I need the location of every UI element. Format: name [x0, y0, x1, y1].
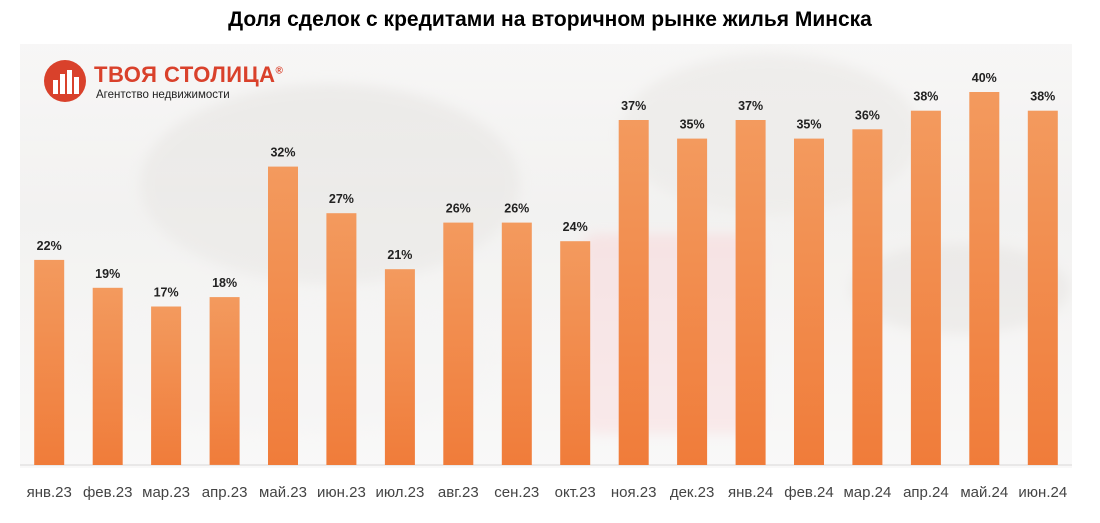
x-tick-label-май.23: май.23	[259, 484, 307, 501]
brand-name: ТВОЯ СТОЛИЦА®	[94, 62, 284, 87]
data-label-фев.24: 35%	[796, 118, 821, 132]
bar-июн.24	[1027, 110, 1058, 465]
data-label-ноя.23: 37%	[621, 99, 646, 113]
x-tick-label-фев.23: фев.23	[83, 484, 133, 501]
x-tick-label-янв.24: янв.24	[728, 484, 773, 501]
data-label-янв.23: 22%	[37, 239, 62, 253]
data-label-сен.23: 26%	[504, 202, 529, 216]
bar-дек.23	[677, 138, 708, 465]
data-label-апр.23: 18%	[212, 276, 237, 290]
x-tick-label-июн.24: июн.24	[1018, 484, 1067, 501]
x-tick-label-окт.23: окт.23	[555, 484, 596, 501]
bar-апр.23	[209, 297, 240, 465]
data-label-июн.23: 27%	[329, 192, 354, 206]
x-tick-label-май.24: май.24	[960, 484, 1008, 501]
x-tick-label-фев.24: фев.24	[784, 484, 834, 501]
bar-мар.23	[151, 306, 182, 465]
data-label-янв.24: 37%	[738, 99, 763, 113]
data-label-авг.23: 26%	[446, 202, 471, 216]
x-tick-label-мар.24: мар.24	[843, 484, 891, 501]
x-tick-label-ноя.23: ноя.23	[611, 484, 657, 501]
x-tick-label-янв.23: янв.23	[27, 484, 72, 501]
data-label-июн.24: 38%	[1030, 90, 1055, 104]
x-tick-label-апр.23: апр.23	[202, 484, 248, 501]
bar-мар.24	[852, 129, 883, 466]
x-tick-label-июл.23: июл.23	[375, 484, 424, 501]
building-icon	[44, 60, 86, 102]
bar-июн.23	[326, 213, 357, 465]
x-tick-label-июн.23: июн.23	[317, 484, 366, 501]
data-label-июл.23: 21%	[387, 248, 412, 262]
data-label-дек.23: 35%	[680, 118, 705, 132]
x-tick-label-мар.23: мар.23	[142, 484, 190, 501]
bar-апр.24	[910, 110, 941, 465]
data-label-мар.24: 36%	[855, 108, 880, 122]
bar-янв.23	[34, 259, 65, 465]
data-label-фев.23: 19%	[95, 267, 120, 281]
chart-title: Доля сделок с кредитами на вторичном рын…	[228, 8, 872, 31]
bar-авг.23	[443, 222, 474, 465]
data-label-май.24: 40%	[972, 71, 997, 85]
x-tick-label-сен.23: сен.23	[494, 484, 539, 501]
bar-июл.23	[384, 269, 415, 465]
data-label-мар.23: 17%	[154, 286, 179, 300]
bar-янв.24	[735, 120, 766, 465]
bar-май.23	[268, 166, 298, 465]
bar-фев.24	[794, 138, 824, 465]
data-label-май.23: 32%	[270, 146, 295, 160]
brand-logo: ТВОЯ СТОЛИЦА® Агентство недвижимости	[44, 60, 304, 104]
data-label-окт.23: 24%	[563, 220, 588, 234]
bar-окт.23	[560, 241, 591, 465]
background-photo	[20, 44, 1072, 468]
bar-сен.23	[501, 222, 532, 465]
x-tick-label-дек.23: дек.23	[670, 484, 715, 501]
bar-фев.23	[92, 287, 123, 465]
x-tick-label-авг.23: авг.23	[438, 484, 479, 501]
bar-ноя.23	[618, 120, 649, 465]
x-tick-label-апр.24: апр.24	[903, 484, 949, 501]
data-label-апр.24: 38%	[913, 90, 938, 104]
brand-tagline: Агентство недвижимости	[96, 89, 230, 101]
bar-май.24	[969, 92, 1000, 465]
